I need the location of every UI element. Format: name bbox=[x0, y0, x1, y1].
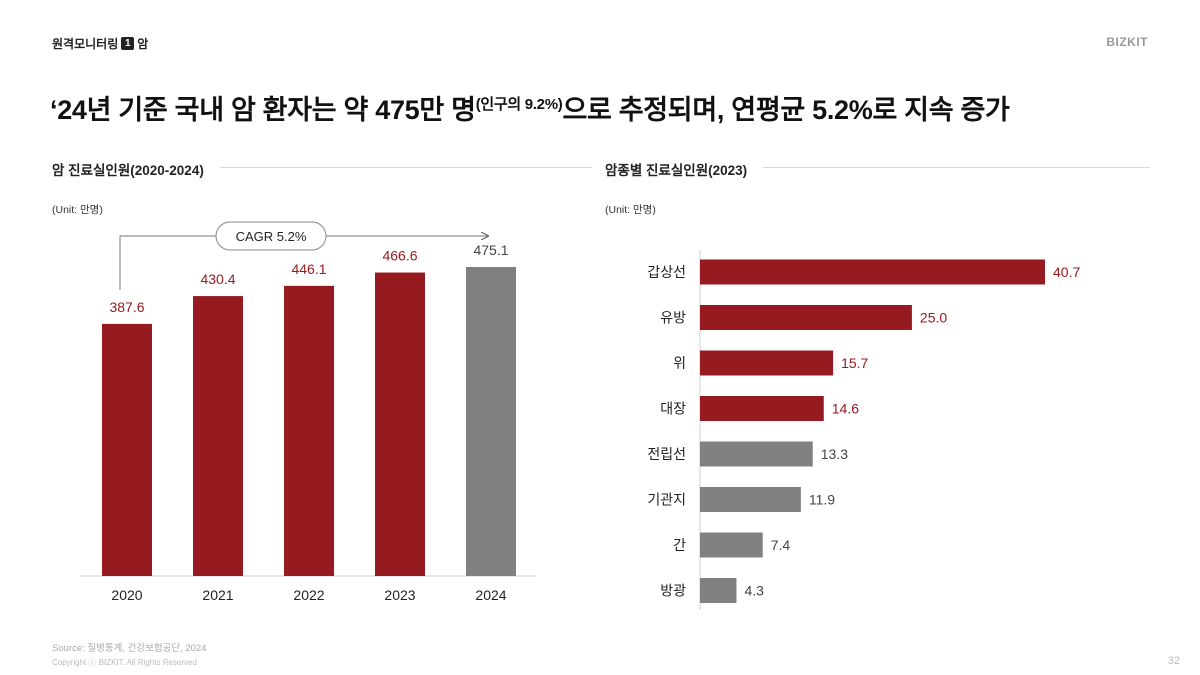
category-label-갑상선: 갑상선 bbox=[647, 264, 686, 280]
page-title: ‘24년 기준 국내 암 환자는 약 475만 명(인구의 9.2%)으로 추정… bbox=[50, 88, 1010, 127]
left-bar-chart: 387.6 2020 430.4 2021 446.1 2022 466.6 2023 475.… bbox=[80, 221, 536, 603]
tick-label-2021: 2021 bbox=[202, 587, 233, 603]
value-label-2023: 466.6 bbox=[382, 248, 417, 264]
hbar-대장 bbox=[700, 396, 824, 421]
breadcrumb-tail: 암 bbox=[137, 37, 149, 51]
hbar-기관지 bbox=[700, 487, 801, 512]
category-label-방광: 방광 bbox=[660, 583, 686, 599]
breadcrumb: 원격모니터링 1 암 bbox=[52, 35, 148, 52]
bar-2023 bbox=[375, 272, 425, 576]
cagr-label: CAGR 5.2% bbox=[236, 229, 307, 244]
source-note: Source: 질병통계, 건강보험공단, 2024 bbox=[52, 643, 207, 654]
hbar-전립선 bbox=[700, 441, 813, 467]
category-label-위: 위 bbox=[673, 355, 686, 371]
hvalue-label-간: 7.4 bbox=[771, 537, 791, 553]
breadcrumb-text: 원격모니터링 bbox=[52, 37, 119, 51]
left-section-rule bbox=[52, 167, 592, 168]
tick-label-2023: 2023 bbox=[384, 587, 415, 603]
hbar-유방 bbox=[700, 305, 912, 330]
bar-2021 bbox=[193, 296, 243, 576]
hbar-갑상선 bbox=[700, 259, 1045, 285]
hbar-방광 bbox=[700, 578, 737, 603]
hvalue-label-갑상선: 40.7 bbox=[1053, 264, 1080, 280]
cagr-pill bbox=[215, 221, 327, 251]
category-label-유방: 유방 bbox=[660, 310, 686, 326]
category-label-기관지: 기관지 bbox=[647, 492, 686, 508]
right-bar-chart: 갑상선 40.7 유방 25.0 위 15.7 대장 14.6 전립선 13.3 기관지 11.9 간 7… bbox=[647, 250, 1080, 610]
right-chart-title: 암종별 진료실인원(2023) bbox=[605, 159, 764, 179]
category-label-대장: 대장 bbox=[660, 401, 686, 417]
hvalue-label-기관지: 11.9 bbox=[809, 492, 835, 508]
value-label-2022: 446.1 bbox=[291, 261, 326, 277]
value-label-2021: 430.4 bbox=[200, 271, 235, 287]
left-chart-title: 암 진료실인원(2020-2024) bbox=[52, 159, 220, 179]
hbar-위 bbox=[700, 350, 834, 376]
page-number: 32 bbox=[1167, 655, 1180, 667]
hvalue-label-대장: 14.6 bbox=[832, 401, 859, 417]
headline-superscript: (인구의 9.2%) bbox=[475, 96, 563, 113]
tick-label-2024: 2024 bbox=[475, 587, 506, 603]
hbar-간 bbox=[700, 532, 763, 558]
bar-2020 bbox=[102, 323, 152, 576]
bar-2022 bbox=[284, 285, 334, 576]
tick-label-2020: 2020 bbox=[111, 587, 142, 603]
headline-main: ‘24년 기준 국내 암 환자는 약 475만 명 bbox=[50, 95, 476, 125]
cagr-arrow bbox=[119, 236, 488, 290]
hvalue-label-전립선: 13.3 bbox=[821, 446, 848, 462]
tick-label-2022: 2022 bbox=[293, 587, 324, 603]
right-section-rule bbox=[605, 167, 1150, 168]
hvalue-label-위: 15.7 bbox=[841, 355, 868, 371]
headline-tail: 으로 추정되며, 연평균 5.2%로 지속 증가 bbox=[562, 95, 1010, 125]
category-label-간: 간 bbox=[673, 537, 686, 553]
hvalue-label-방광: 4.3 bbox=[744, 583, 764, 599]
right-chart-unit: (Unit: 만명) bbox=[605, 204, 656, 216]
brand-logo-text: BIZKIT bbox=[1106, 35, 1148, 49]
value-label-2024: 475.1 bbox=[473, 242, 508, 258]
copyright-note: Copyright ⓒ BIZKIT. All Rights Reserved bbox=[52, 658, 197, 667]
bar-2024 bbox=[466, 267, 516, 576]
hvalue-label-유방: 25.0 bbox=[920, 310, 947, 326]
value-label-2020: 387.6 bbox=[109, 299, 144, 315]
category-label-전립선: 전립선 bbox=[647, 446, 686, 462]
left-chart-unit: (Unit: 만명) bbox=[52, 204, 103, 216]
breadcrumb-number-badge: 1 bbox=[121, 37, 135, 50]
